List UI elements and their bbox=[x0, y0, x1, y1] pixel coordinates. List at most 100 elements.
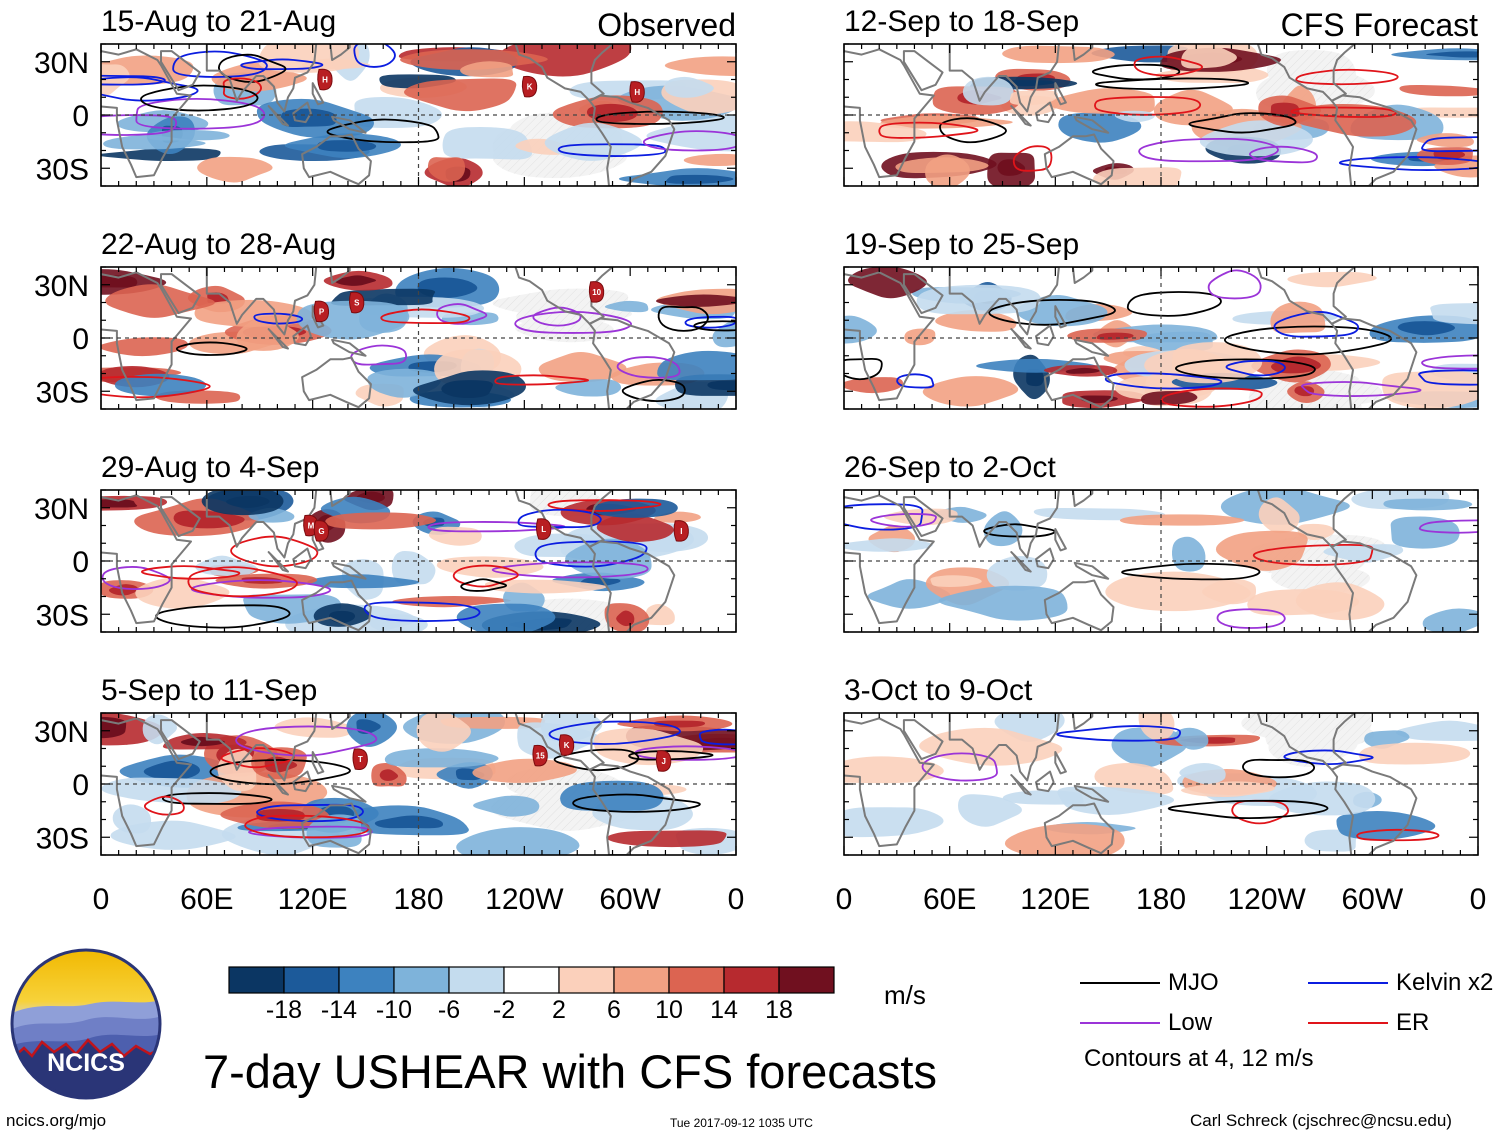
positive-anomaly bbox=[236, 316, 299, 351]
positive-anomaly bbox=[596, 513, 674, 543]
storm-marker: K bbox=[558, 734, 575, 756]
contour-line bbox=[1418, 369, 1478, 386]
positive-anomaly bbox=[499, 44, 632, 77]
colorbar-swatch bbox=[338, 966, 395, 994]
contour-line bbox=[1161, 387, 1263, 408]
contour-line bbox=[452, 564, 519, 588]
footer-author: Carl Schreck (cjschrec@ncsu.edu) bbox=[1190, 1111, 1452, 1130]
lat-label: 0 bbox=[72, 323, 89, 356]
contour-line bbox=[1295, 68, 1399, 86]
positive-anomaly-core bbox=[997, 159, 1026, 176]
coastline bbox=[902, 50, 944, 92]
coastline bbox=[292, 547, 312, 570]
coastline bbox=[844, 494, 935, 625]
contour-line bbox=[436, 303, 488, 325]
contour-line bbox=[1418, 519, 1478, 534]
positive-anomaly bbox=[922, 376, 1019, 407]
contour-line bbox=[532, 306, 582, 327]
coastline bbox=[101, 717, 192, 848]
contour-line bbox=[240, 58, 324, 71]
map-panel: 10 S P 30N 0 30S 22-Aug to 28-Aug bbox=[34, 228, 737, 410]
storm-marker: 10 bbox=[588, 281, 605, 303]
colorbar-tick: 10 bbox=[655, 996, 683, 1024]
contour-line bbox=[220, 747, 295, 769]
map-panel: 26-Sep to 2-Oct bbox=[843, 451, 1479, 633]
negative-anomaly bbox=[103, 135, 206, 150]
negative-anomaly bbox=[473, 795, 540, 817]
map-panel: 19-Sep to 25-Sep bbox=[843, 228, 1479, 410]
coastline bbox=[267, 105, 289, 127]
contour-line bbox=[1356, 828, 1440, 842]
contour-line bbox=[1421, 354, 1478, 370]
map-panel: 3-Oct to 9-Oct 0 60E 120E 180 120W 60W 0 bbox=[836, 674, 1487, 916]
positive-anomaly bbox=[655, 294, 736, 307]
contour-line bbox=[491, 561, 649, 579]
colorbar-swatch bbox=[228, 966, 285, 994]
contour-line bbox=[1338, 156, 1478, 171]
negative-anomaly bbox=[110, 820, 236, 850]
positive-anomaly-core bbox=[1065, 367, 1101, 374]
contour-line bbox=[1175, 358, 1316, 380]
contour-line bbox=[983, 523, 1056, 538]
storm-label: 10 bbox=[592, 288, 601, 297]
contour-line bbox=[939, 117, 1007, 144]
coastline bbox=[1043, 802, 1115, 855]
storm-label: H bbox=[322, 76, 328, 85]
contour-line bbox=[326, 118, 440, 144]
positive-anomaly bbox=[1295, 582, 1385, 621]
positive-anomaly-core bbox=[334, 275, 377, 286]
positive-anomaly-core bbox=[101, 275, 138, 288]
contour-line bbox=[572, 793, 701, 813]
positive-anomaly-core bbox=[379, 769, 399, 781]
footer-url[interactable]: ncics.org/mjo bbox=[6, 1111, 107, 1130]
negative-anomaly bbox=[844, 315, 877, 344]
coastline bbox=[160, 50, 201, 92]
lon-label: 60E bbox=[180, 883, 233, 916]
colorbar-tick: 18 bbox=[765, 996, 793, 1024]
map-panel: H K H 30N 0 30S 15-Aug to 21-Aug Observed bbox=[34, 5, 737, 187]
coastline bbox=[292, 324, 312, 347]
contour-line bbox=[1224, 325, 1392, 356]
storm-label: 15 bbox=[536, 752, 545, 761]
contour-line bbox=[244, 814, 370, 839]
legend-line-swatch bbox=[1080, 1022, 1160, 1024]
colorbar-swatch bbox=[778, 966, 835, 994]
negative-anomaly-core bbox=[1026, 368, 1044, 387]
negative-anomaly bbox=[1383, 498, 1473, 511]
coastline bbox=[588, 94, 676, 186]
negative-anomaly-core bbox=[317, 140, 377, 152]
negative-anomaly bbox=[142, 714, 177, 745]
contour-line bbox=[988, 298, 1116, 326]
panel-date-label: 19-Sep to 25-Sep bbox=[844, 228, 1079, 261]
positive-anomaly bbox=[1009, 90, 1058, 106]
coastline bbox=[1010, 105, 1032, 127]
contour-line bbox=[1126, 291, 1222, 317]
coastline bbox=[292, 101, 312, 124]
contour-line bbox=[222, 77, 262, 100]
contour-line bbox=[230, 535, 319, 568]
coastline bbox=[948, 267, 1060, 336]
coastline bbox=[331, 784, 367, 803]
coastline bbox=[101, 48, 192, 179]
negative-anomaly bbox=[1430, 303, 1478, 325]
storm-label: J bbox=[661, 757, 665, 766]
contour-line bbox=[1121, 562, 1261, 581]
contour-line bbox=[553, 748, 640, 772]
lon-label: 180 bbox=[1136, 883, 1186, 916]
positive-anomaly bbox=[1180, 781, 1275, 798]
coastline bbox=[101, 271, 192, 402]
positive-anomaly bbox=[1119, 514, 1245, 526]
positive-anomaly bbox=[1399, 84, 1478, 97]
colorbar-tick: -6 bbox=[437, 996, 461, 1024]
contour-line bbox=[101, 566, 171, 590]
negative-anomaly bbox=[1304, 829, 1357, 852]
contour-line bbox=[1216, 608, 1286, 629]
coastline bbox=[205, 44, 318, 113]
colorbar-tick: -2 bbox=[492, 996, 516, 1024]
contour-line bbox=[1249, 145, 1318, 164]
legend: MJO Kelvin x2 Low ER bbox=[1080, 966, 1500, 1046]
contour-line bbox=[1104, 372, 1223, 390]
negative-anomaly-core bbox=[1426, 51, 1478, 58]
positive-anomaly bbox=[1202, 578, 1257, 605]
coastline bbox=[205, 267, 318, 336]
